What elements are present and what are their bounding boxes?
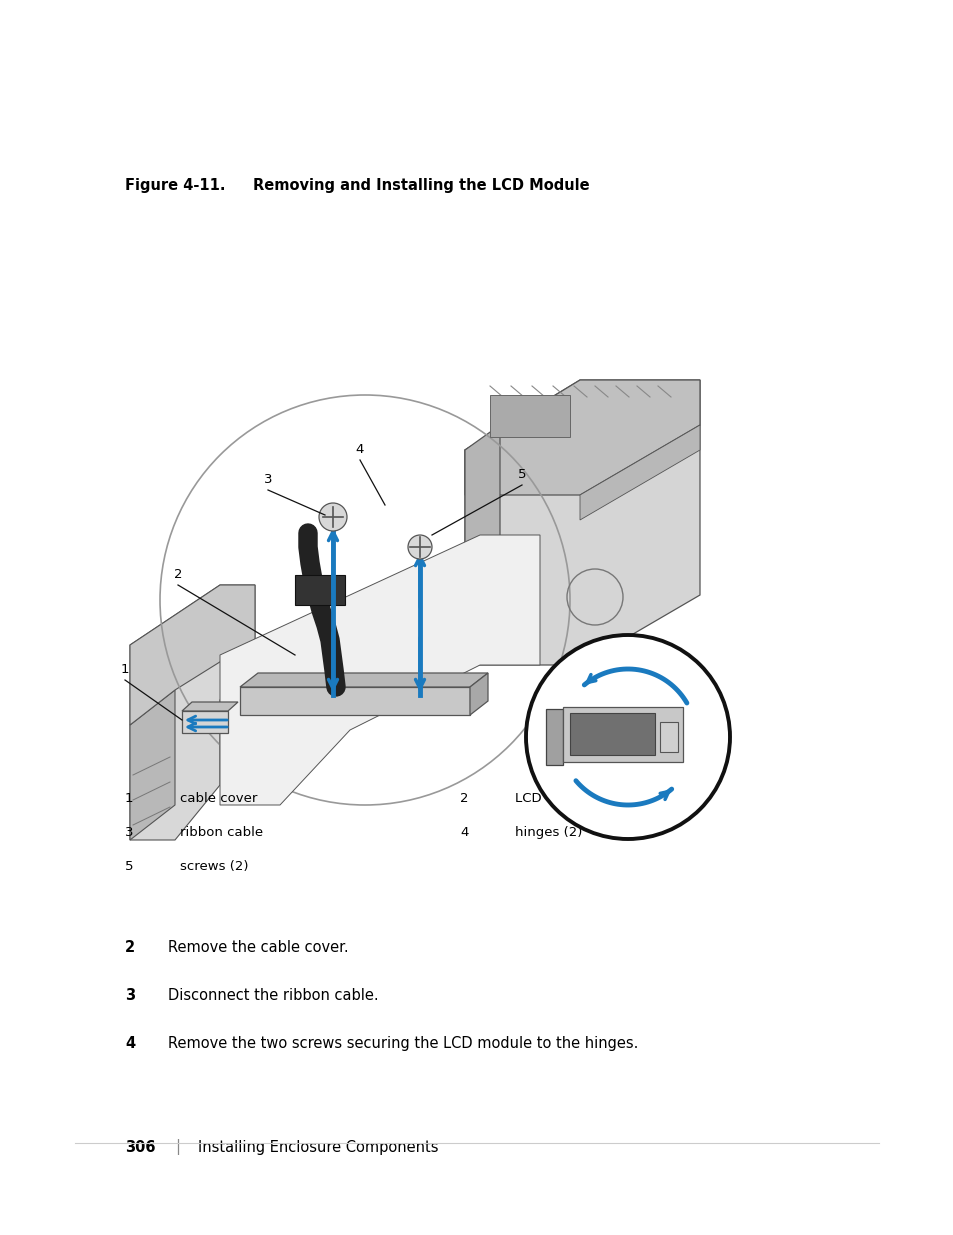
Polygon shape [490,395,569,437]
Polygon shape [464,425,499,664]
Polygon shape [182,701,237,711]
Polygon shape [294,576,345,605]
Polygon shape [182,711,228,734]
Text: 2: 2 [173,568,182,580]
Bar [659,722,678,752]
Text: 5: 5 [517,468,526,480]
Text: cable cover: cable cover [180,792,257,805]
Text: Remove the cable cover.: Remove the cable cover. [168,940,348,955]
Circle shape [408,535,432,559]
Bar [569,713,655,755]
Circle shape [525,635,729,839]
Text: Disconnect the ribbon cable.: Disconnect the ribbon cable. [168,988,378,1003]
Text: 1: 1 [121,663,129,676]
Text: LCD module: LCD module [515,792,596,805]
Text: 4: 4 [125,1036,135,1051]
Polygon shape [562,706,682,762]
Text: 3: 3 [125,988,135,1003]
Text: 2: 2 [459,792,468,805]
Polygon shape [470,673,488,715]
Polygon shape [464,380,700,495]
Polygon shape [545,709,562,764]
Text: |: | [174,1139,180,1155]
Text: screws (2): screws (2) [180,860,248,873]
Polygon shape [220,535,539,805]
Polygon shape [464,380,700,664]
Text: ribbon cable: ribbon cable [180,826,263,839]
Text: 306: 306 [125,1140,155,1155]
Text: Figure 4-11.: Figure 4-11. [125,178,225,193]
Text: 4: 4 [355,443,364,456]
Text: Removing and Installing the LCD Module: Removing and Installing the LCD Module [253,178,589,193]
Text: 2: 2 [125,940,135,955]
Text: 5: 5 [125,860,133,873]
Text: 4: 4 [459,826,468,839]
Text: 3: 3 [125,826,133,839]
Polygon shape [130,585,254,840]
Circle shape [318,503,347,531]
Polygon shape [130,690,174,840]
Polygon shape [240,687,470,715]
Text: hinges (2): hinges (2) [515,826,581,839]
Text: 3: 3 [263,473,272,487]
Text: Remove the two screws securing the LCD module to the hinges.: Remove the two screws securing the LCD m… [168,1036,638,1051]
Polygon shape [240,673,488,687]
Text: 1: 1 [125,792,133,805]
Text: Installing Enclosure Components: Installing Enclosure Components [198,1140,438,1155]
Polygon shape [130,585,254,725]
Polygon shape [579,425,700,520]
